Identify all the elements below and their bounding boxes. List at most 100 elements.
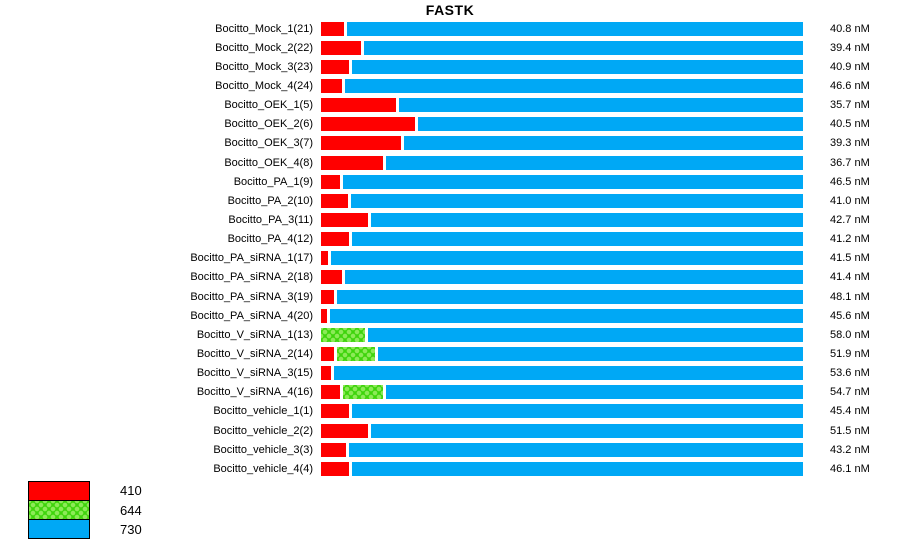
bar-segment-410	[321, 404, 349, 419]
chart-row: Bocitto_V_siRNA_2(14) 51.9 nM	[0, 344, 900, 363]
concentration-value: 39.4 nM	[830, 41, 870, 54]
bar-segment-644	[343, 385, 383, 400]
sample-label: Bocitto_PA_siRNA_1(17)	[190, 252, 313, 265]
chart-row: Bocitto_vehicle_1(1) 45.4 nM	[0, 402, 900, 421]
bar-segment-730	[378, 346, 803, 361]
bar-segment-410	[321, 136, 401, 151]
sample-label: Bocitto_V_siRNA_3(15)	[196, 367, 313, 380]
bar-segment-730	[345, 270, 803, 285]
bar-segment-410	[321, 289, 334, 304]
concentration-value: 35.7 nM	[830, 99, 870, 112]
bar-segment-730	[352, 59, 803, 74]
bar-segment-410	[321, 251, 328, 266]
concentration-value: 41.5 nM	[830, 252, 870, 265]
bar-track	[321, 59, 803, 74]
chart-row: Bocitto_PA_1(9) 46.5 nM	[0, 172, 900, 191]
bar-segment-410	[321, 40, 361, 55]
sample-label: Bocitto_V_siRNA_2(14)	[196, 347, 313, 360]
chart-row: Bocitto_Mock_2(22) 39.4 nM	[0, 38, 900, 57]
bar-track	[321, 193, 803, 208]
bar-segment-730	[368, 327, 803, 342]
bar-track	[321, 366, 803, 381]
bar-segment-730	[330, 308, 803, 323]
concentration-value: 48.1 nM	[830, 290, 870, 303]
bar-segment-730	[334, 366, 803, 381]
bar-segment-410	[321, 308, 327, 323]
concentration-value: 40.8 nM	[830, 22, 870, 35]
bar-track	[321, 155, 803, 170]
bar-segment-644	[321, 327, 365, 342]
chart-row: Bocitto_Mock_3(23) 40.9 nM	[0, 57, 900, 76]
bar-segment-410	[321, 59, 349, 74]
bar-segment-410	[321, 21, 344, 36]
concentration-value: 51.9 nM	[830, 347, 870, 360]
bar-track	[321, 136, 803, 151]
bar-track	[321, 289, 803, 304]
bar-rows-container: Bocitto_Mock_1(21) 40.8 nM Bocitto_Mock_…	[0, 19, 900, 478]
bar-track	[321, 232, 803, 247]
sample-label: Bocitto_OEK_4(8)	[224, 156, 313, 169]
bar-segment-730	[371, 423, 803, 438]
bar-track	[321, 117, 803, 132]
bar-segment-410	[321, 270, 342, 285]
chart-row: Bocitto_Mock_4(24) 46.6 nM	[0, 76, 900, 95]
bar-segment-730	[347, 21, 803, 36]
bar-segment-730	[337, 289, 803, 304]
bar-track	[321, 442, 803, 457]
chart-row: Bocitto_vehicle_3(3) 43.2 nM	[0, 440, 900, 459]
bar-segment-410	[321, 98, 396, 113]
bar-track	[321, 423, 803, 438]
sample-label: Bocitto_PA_3(11)	[228, 213, 313, 226]
chart-row: Bocitto_PA_siRNA_1(17) 41.5 nM	[0, 249, 900, 268]
sample-label: Bocitto_Mock_4(24)	[215, 79, 313, 92]
concentration-value: 51.5 nM	[830, 424, 870, 437]
bar-track	[321, 78, 803, 93]
chart-row: Bocitto_PA_siRNA_3(19) 48.1 nM	[0, 287, 900, 306]
concentration-value: 42.7 nM	[830, 213, 870, 226]
concentration-value: 46.5 nM	[830, 175, 870, 188]
sample-label: Bocitto_Mock_1(21)	[215, 22, 313, 35]
legend-label-410: 410	[120, 483, 142, 498]
bar-segment-730	[386, 155, 803, 170]
bar-track	[321, 308, 803, 323]
legend: 410 644 730	[28, 481, 142, 540]
sample-label: Bocitto_PA_siRNA_4(20)	[190, 309, 313, 322]
bar-segment-644	[337, 346, 375, 361]
chart-title: FASTK	[425, 2, 475, 18]
bar-segment-730	[352, 461, 803, 476]
concentration-value: 43.2 nM	[830, 443, 870, 456]
concentration-value: 41.4 nM	[830, 271, 870, 284]
bar-segment-730	[352, 404, 803, 419]
bar-track	[321, 346, 803, 361]
concentration-value: 40.5 nM	[830, 118, 870, 131]
concentration-value: 41.0 nM	[830, 194, 870, 207]
sample-label: Bocitto_Mock_3(23)	[215, 60, 313, 73]
bar-segment-410	[321, 366, 331, 381]
legend-swatches	[28, 481, 90, 540]
sample-label: Bocitto_Mock_2(22)	[215, 41, 313, 54]
bar-segment-410	[321, 232, 349, 247]
bar-segment-410	[321, 78, 342, 93]
bar-track	[321, 385, 803, 400]
bar-segment-410	[321, 385, 340, 400]
bar-segment-730	[404, 136, 803, 151]
bar-segment-410	[321, 461, 349, 476]
bar-track	[321, 461, 803, 476]
chart-row: Bocitto_Mock_1(21) 40.8 nM	[0, 19, 900, 38]
bar-track	[321, 98, 803, 113]
bar-track	[321, 21, 803, 36]
sample-label: Bocitto_vehicle_4(4)	[213, 462, 313, 475]
sample-label: Bocitto_PA_4(12)	[227, 233, 313, 246]
bar-track	[321, 174, 803, 189]
bar-segment-410	[321, 193, 348, 208]
legend-swatch-730	[28, 519, 90, 539]
bar-track	[321, 40, 803, 55]
concentration-value: 46.1 nM	[830, 462, 870, 475]
sample-label: Bocitto_PA_1(9)	[233, 175, 313, 188]
chart-row: Bocitto_PA_siRNA_2(18) 41.4 nM	[0, 268, 900, 287]
bar-segment-730	[418, 117, 803, 132]
bar-track	[321, 212, 803, 227]
chart-row: Bocitto_PA_2(10) 41.0 nM	[0, 191, 900, 210]
chart-row: Bocitto_OEK_1(5) 35.7 nM	[0, 96, 900, 115]
